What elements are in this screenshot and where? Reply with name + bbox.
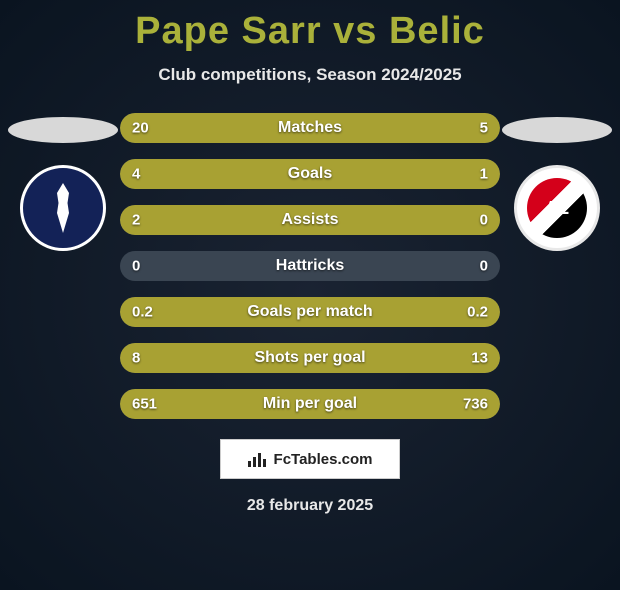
stat-row: 0.2 0.2 Goals per match xyxy=(120,297,500,327)
stat-value-left: 0 xyxy=(132,258,140,275)
stat-row: 8 13 Shots per goal xyxy=(120,343,500,373)
stat-row: 2 0 Assists xyxy=(120,205,500,235)
stat-row: 20 5 Matches xyxy=(120,113,500,143)
stat-value-right: 5 xyxy=(480,120,488,137)
stat-row: 0 0 Hattricks xyxy=(120,251,500,281)
player-silhouette-left xyxy=(8,117,118,143)
stat-label: Shots per goal xyxy=(254,349,365,367)
stat-value-left: 4 xyxy=(132,166,140,183)
club-badge-right: AZ xyxy=(514,165,600,251)
comparison-title: Pape Sarr vs Belic xyxy=(0,10,620,53)
stat-value-right: 1 xyxy=(480,166,488,183)
stat-fill-left xyxy=(120,343,264,373)
stat-fill-right xyxy=(424,113,500,143)
stat-value-right: 13 xyxy=(471,350,488,367)
stat-label: Goals xyxy=(288,165,332,183)
stat-value-left: 20 xyxy=(132,120,149,137)
stat-row: 651 736 Min per goal xyxy=(120,389,500,419)
stat-label: Min per goal xyxy=(263,395,357,413)
stat-value-right: 0.2 xyxy=(467,304,488,321)
site-logo: FcTables.com xyxy=(220,439,400,479)
comparison-subtitle: Club competitions, Season 2024/2025 xyxy=(0,65,620,85)
stat-value-left: 8 xyxy=(132,350,140,367)
site-logo-text: FcTables.com xyxy=(274,451,373,468)
stat-value-right: 736 xyxy=(463,396,488,413)
stat-value-left: 2 xyxy=(132,212,140,229)
club-badge-right-text: AZ xyxy=(527,178,587,238)
stat-fill-left xyxy=(120,159,424,189)
stat-value-right: 0 xyxy=(480,212,488,229)
player-silhouette-right xyxy=(502,117,612,143)
stat-value-right: 0 xyxy=(480,258,488,275)
comparison-content: AZ 205Matches41Goals20Assists00Hattricks… xyxy=(0,105,620,419)
club-badge-left xyxy=(20,165,106,251)
footer-date: 28 february 2025 xyxy=(0,497,620,515)
stat-value-left: 0.2 xyxy=(132,304,153,321)
stat-fill-right xyxy=(424,159,500,189)
stat-label: Assists xyxy=(282,211,339,229)
chart-icon xyxy=(248,451,268,467)
stat-fill-left xyxy=(120,113,424,143)
stat-row: 4 1 Goals xyxy=(120,159,500,189)
stat-label: Goals per match xyxy=(247,303,372,321)
stat-label: Matches xyxy=(278,119,342,137)
stat-value-left: 651 xyxy=(132,396,157,413)
stats-container: 205Matches41Goals20Assists00Hattricks0.2… xyxy=(120,105,500,419)
stat-label: Hattricks xyxy=(276,257,344,275)
